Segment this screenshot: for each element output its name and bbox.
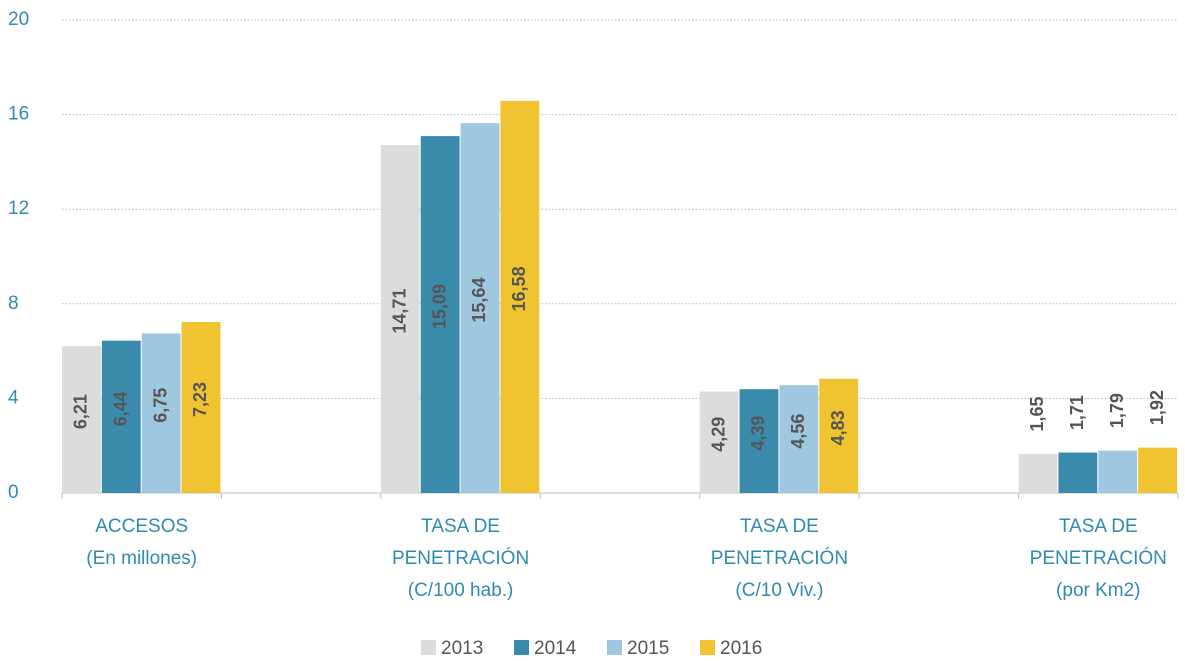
- value-label: 15,64: [469, 278, 489, 323]
- value-label: 7,23: [190, 382, 210, 417]
- value-label: 16,58: [509, 266, 529, 311]
- value-label: 6,21: [71, 394, 91, 429]
- bar: [380, 145, 420, 493]
- bar: [1018, 453, 1058, 493]
- y-tick-label: 4: [8, 387, 19, 408]
- value-label: 6,44: [111, 391, 131, 426]
- value-label: 6,75: [150, 388, 170, 423]
- bar: [739, 389, 779, 493]
- legend-swatch: [607, 640, 622, 655]
- bar: [819, 378, 859, 493]
- x-tick-label: TASA DE: [740, 516, 819, 537]
- value-label: 1,79: [1107, 393, 1127, 428]
- bar: [699, 391, 739, 493]
- bar: [101, 340, 141, 493]
- value-label: 14,71: [390, 289, 410, 334]
- bar: [420, 136, 460, 493]
- legend-label: 2016: [720, 638, 762, 659]
- y-tick-label: 16: [8, 104, 29, 125]
- value-label: 4,29: [708, 417, 728, 452]
- legend-swatch: [514, 640, 529, 655]
- bar: [460, 123, 500, 493]
- value-label: 1,92: [1147, 390, 1167, 425]
- bar: [62, 346, 101, 493]
- bar: [181, 322, 221, 493]
- bar: [500, 100, 540, 494]
- bar: [1058, 452, 1098, 493]
- x-tick-label: PENETRACIÓN: [1030, 547, 1167, 569]
- y-tick-label: 20: [8, 9, 29, 30]
- bar: [1098, 450, 1138, 493]
- value-label: 1,71: [1067, 395, 1087, 430]
- x-tick-label: TASA DE: [421, 516, 500, 537]
- value-label: 4,83: [828, 410, 848, 445]
- x-tick-label: ACCESOS: [95, 516, 188, 537]
- x-tick-label: (por Km2): [1056, 580, 1140, 601]
- x-tick-label: PENETRACIÓN: [392, 547, 529, 569]
- legend-swatch: [421, 640, 436, 655]
- bar: [1138, 447, 1177, 493]
- value-label: 4,56: [788, 414, 808, 449]
- legend-label: 2013: [441, 638, 483, 659]
- x-tick-label: TASA DE: [1059, 516, 1138, 537]
- bar: [141, 333, 181, 493]
- value-label: 1,65: [1027, 396, 1047, 431]
- legend-label: 2015: [627, 638, 669, 659]
- legend-swatch: [700, 640, 715, 655]
- y-tick-label: 12: [8, 198, 29, 219]
- value-label: 4,39: [748, 416, 768, 451]
- x-tick-label: (C/100 hab.): [408, 580, 514, 601]
- x-tick-label: PENETRACIÓN: [711, 547, 848, 569]
- x-tick-label: (C/10 Viv.): [735, 580, 823, 601]
- y-tick-label: 0: [8, 482, 19, 503]
- legend-label: 2014: [534, 638, 577, 659]
- bar: [779, 385, 819, 493]
- y-tick-label: 8: [8, 293, 19, 314]
- value-label: 15,09: [429, 284, 449, 329]
- x-tick-label: (En millones): [86, 548, 197, 569]
